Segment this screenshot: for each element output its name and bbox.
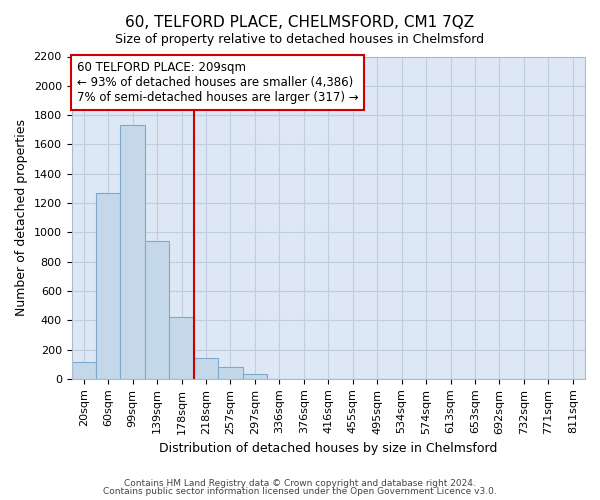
Bar xyxy=(96,194,121,379)
Y-axis label: Number of detached properties: Number of detached properties xyxy=(15,119,28,316)
Bar xyxy=(121,124,145,379)
X-axis label: Distribution of detached houses by size in Chelmsford: Distribution of detached houses by size … xyxy=(159,442,497,455)
Bar xyxy=(169,318,194,379)
Text: 60 TELFORD PLACE: 209sqm
← 93% of detached houses are smaller (4,386)
7% of semi: 60 TELFORD PLACE: 209sqm ← 93% of detach… xyxy=(77,62,358,104)
Bar xyxy=(145,241,169,379)
Bar xyxy=(71,362,96,379)
Text: Size of property relative to detached houses in Chelmsford: Size of property relative to detached ho… xyxy=(115,32,485,46)
Text: Contains public sector information licensed under the Open Government Licence v3: Contains public sector information licen… xyxy=(103,487,497,496)
Text: 60, TELFORD PLACE, CHELMSFORD, CM1 7QZ: 60, TELFORD PLACE, CHELMSFORD, CM1 7QZ xyxy=(125,15,475,30)
Bar xyxy=(242,374,267,379)
Text: Contains HM Land Registry data © Crown copyright and database right 2024.: Contains HM Land Registry data © Crown c… xyxy=(124,478,476,488)
Bar xyxy=(194,358,218,379)
Bar xyxy=(218,367,242,379)
